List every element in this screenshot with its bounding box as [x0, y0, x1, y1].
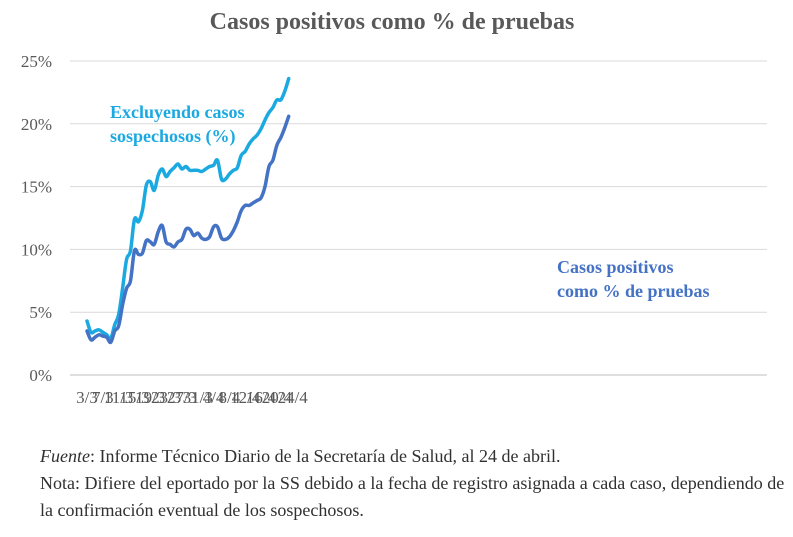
y-tick-label: 5% [29, 303, 52, 322]
x-tick-label: 8/4 [219, 388, 241, 407]
y-tick-label: 20% [21, 115, 52, 134]
series-label-excluyendo-line1: Excluyendo casos [110, 102, 245, 122]
y-tick-label: 10% [21, 240, 52, 259]
x-axis-ticks: 3/37/311/315/319/323/327/331/34/48/412/4… [76, 388, 308, 407]
source-label: Fuente [40, 446, 90, 466]
series-label-casos-positivos-line2: como % de pruebas [557, 281, 710, 301]
y-tick-label: 25% [21, 52, 52, 71]
x-tick-label: 4/4 [203, 388, 225, 407]
chart: Casos positivos como % de pruebas 0% 5% 10… [21, 9, 767, 407]
y-tick-label: 0% [29, 366, 52, 385]
x-tick-label: 31/3 [183, 388, 213, 407]
x-tick-label: 23/3 [151, 388, 181, 407]
series-line-excluyendo-sospechosos [85, 76, 291, 341]
x-tick-label: 16/4 [246, 388, 277, 407]
series-lines [85, 76, 291, 345]
x-tick-label: 15/3 [119, 388, 149, 407]
x-tick-label: 11/3 [104, 388, 134, 407]
series-label-casos-positivos: Casos positivos como % de pruebas [557, 257, 710, 301]
gridlines [70, 60, 767, 313]
x-tick-label: 24/4 [278, 388, 309, 407]
x-tick-label: 19/3 [135, 388, 165, 407]
note-text: Nota: Difiere del eportado por la SS deb… [40, 473, 785, 520]
x-tick-label: 12/4 [230, 388, 261, 407]
x-tick-label: 7/3 [92, 388, 114, 407]
y-axis-ticks: 0% 5% 10% 15% 20% 25% [21, 52, 52, 385]
y-tick-label: 15% [21, 178, 52, 197]
series-label-excluyendo-line2: sospechosos (%) [110, 126, 236, 147]
chart-notes: Fuente: Informe Técnico Diario de la Sec… [40, 443, 785, 524]
series-label-casos-positivos-line1: Casos positivos [557, 257, 674, 277]
source-line: Fuente: Informe Técnico Diario de la Sec… [40, 443, 785, 470]
x-tick-label: 27/3 [167, 388, 197, 407]
series-line-casos-positivos [85, 114, 291, 345]
source-text: : Informe Técnico Diario de la Secretarí… [89, 446, 561, 466]
x-tick-label: 20/4 [262, 388, 293, 407]
x-tick-label: 3/3 [76, 388, 98, 407]
series-label-excluyendo: Excluyendo casos sospechosos (%) [110, 102, 249, 147]
chart-title: Casos positivos como % de pruebas [210, 9, 575, 35]
